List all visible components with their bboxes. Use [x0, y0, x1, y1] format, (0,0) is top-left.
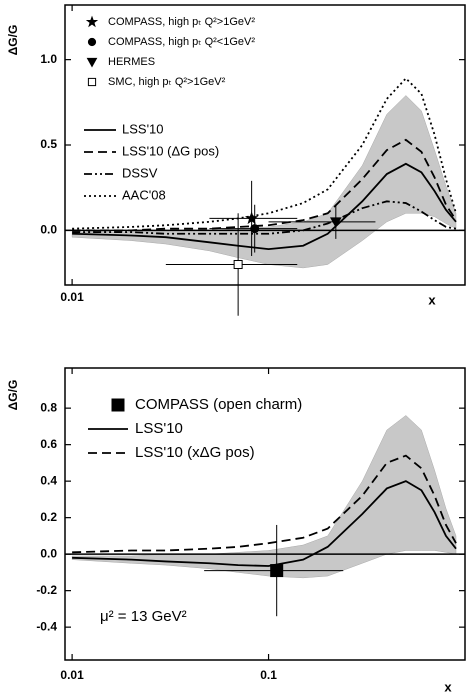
marker: [250, 224, 260, 234]
y-tick-label: 1.0: [40, 52, 57, 66]
y-tick-label: 0.4: [40, 473, 57, 487]
x-axis-label: x: [444, 679, 452, 694]
y-axis-label: ΔG/G: [6, 25, 20, 56]
annotation: μ² = 13 GeV²: [100, 608, 187, 625]
y-tick-label: 0.0: [40, 223, 57, 237]
line-series: [72, 162, 457, 251]
legend-label: COMPASS, high pₜ Q²>1GeV²: [108, 16, 255, 28]
legend-marker: [87, 37, 97, 47]
legend-label: SMC, high pₜ Q²>1GeV²: [108, 76, 226, 88]
legend-label: LSS'10 (ΔG pos): [122, 143, 219, 158]
legend-marker: [87, 77, 97, 87]
legend-label: COMPASS, high pₜ Q²<1GeV²: [108, 36, 255, 48]
x-tick-label: 0.1: [260, 668, 277, 682]
marker: [244, 211, 259, 225]
y-tick-label: 0.0: [40, 546, 57, 560]
legend-marker: [111, 398, 125, 412]
marker: [233, 260, 243, 270]
y-tick-label: 0.6: [40, 437, 57, 451]
legend-label: DSSV: [122, 165, 158, 180]
x-tick-label: 0.01: [60, 668, 84, 682]
x-tick-label: 0.01: [60, 290, 84, 304]
line-series: [72, 480, 457, 567]
x-axis-label: x: [428, 292, 436, 307]
y-tick-label: -0.4: [36, 619, 57, 633]
legend-label: LSS'10 (xΔG pos): [135, 444, 255, 461]
legend-marker: [86, 57, 98, 68]
line-series: [72, 454, 457, 554]
line-series: [72, 138, 457, 232]
y-tick-label: 0.5: [40, 137, 57, 151]
legend-label: AAC'08: [122, 187, 166, 202]
line-series: [72, 77, 457, 230]
y-axis-label: ΔG/G: [6, 380, 20, 411]
legend-label: LSS'10: [122, 121, 164, 136]
plot-frame: [64, 367, 466, 661]
y-tick-label: 0.2: [40, 510, 57, 524]
legend-marker: [85, 15, 99, 28]
marker: [329, 217, 342, 228]
y-tick-label: 0.8: [40, 400, 57, 414]
legend-label: COMPASS (open charm): [135, 396, 302, 413]
line-series: [72, 200, 457, 235]
marker: [270, 564, 284, 578]
y-tick-label: -0.2: [36, 583, 57, 597]
legend-label: LSS'10: [135, 420, 183, 437]
legend-label: HERMES: [108, 56, 155, 68]
